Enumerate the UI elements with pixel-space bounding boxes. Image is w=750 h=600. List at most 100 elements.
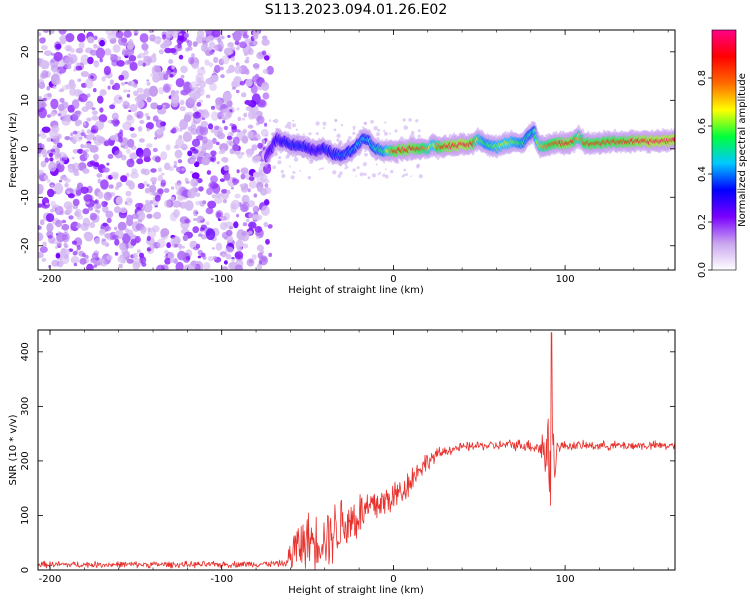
noise-blob — [106, 74, 112, 79]
noise-blob — [106, 162, 110, 166]
noise-blob — [236, 213, 240, 218]
noise-blob — [168, 166, 175, 172]
noise-blob — [251, 144, 258, 151]
noise-blob — [244, 100, 252, 105]
noise-blob — [235, 62, 240, 66]
noise-blob — [83, 231, 93, 240]
noise-blob — [210, 175, 218, 184]
noise-blob — [160, 43, 167, 49]
noise-blob — [241, 194, 250, 205]
noise-blob — [50, 59, 55, 64]
noise-blob — [245, 56, 250, 60]
noise-blob — [113, 82, 121, 91]
noise-blob — [71, 222, 78, 227]
faint-point — [376, 132, 380, 137]
noise-blob — [172, 200, 182, 208]
faint-point — [378, 172, 382, 175]
noise-blob — [67, 193, 75, 199]
noise-blob — [150, 102, 159, 110]
noise-blob — [114, 226, 118, 231]
noise-blob — [49, 127, 59, 140]
noise-blob — [257, 252, 263, 259]
noise-blob — [87, 56, 94, 65]
noise-blob — [132, 83, 138, 88]
noise-blob — [75, 110, 82, 116]
noise-blob — [70, 136, 77, 144]
noise-blob — [244, 38, 252, 44]
noise-blob — [160, 172, 165, 176]
noise-blob — [94, 200, 98, 204]
noise-blob — [144, 112, 149, 117]
noise-blob — [69, 48, 75, 54]
noise-blob — [91, 115, 99, 121]
noise-blob — [146, 235, 151, 242]
noise-blob — [105, 210, 114, 219]
noise-blob — [192, 226, 199, 234]
noise-blob — [252, 32, 259, 40]
faint-point — [383, 129, 386, 132]
faint-point — [355, 175, 358, 177]
noise-blob — [248, 221, 257, 229]
noise-blob — [93, 153, 99, 160]
noise-blob — [156, 40, 161, 45]
faint-point — [377, 128, 381, 132]
noise-blob — [40, 72, 46, 80]
noise-blob — [103, 191, 112, 201]
noise-blob — [42, 97, 47, 102]
faint-point — [320, 167, 322, 170]
noise-blob — [101, 238, 107, 242]
noise-blob — [177, 250, 187, 261]
noise-blob — [137, 60, 144, 67]
noise-blob — [190, 158, 196, 164]
noise-blob — [90, 75, 94, 79]
noise-blob — [156, 128, 164, 135]
noise-blob — [39, 246, 48, 254]
noise-blob — [240, 173, 246, 180]
noise-blob — [143, 49, 149, 56]
noise-blob — [185, 39, 190, 43]
noise-blob — [178, 33, 183, 36]
noise-blob — [162, 34, 167, 40]
noise-blob — [171, 127, 177, 134]
signal-ridge — [263, 121, 675, 168]
noise-blob — [126, 93, 131, 98]
noise-blob — [248, 212, 254, 219]
noise-blob — [147, 227, 157, 239]
noise-blob — [123, 89, 128, 93]
noise-blob — [162, 104, 166, 108]
noise-blob — [99, 39, 105, 47]
noise-blob — [83, 223, 88, 228]
noise-blob — [103, 241, 109, 246]
noise-blob — [107, 154, 114, 159]
noise-blob — [102, 222, 108, 227]
noise-blob — [173, 243, 179, 248]
noise-blob — [129, 104, 138, 112]
noise-blob — [219, 178, 225, 183]
noise-blob — [120, 142, 125, 147]
noise-blob — [128, 55, 137, 62]
noise-blob — [239, 41, 248, 49]
noise-blob — [163, 188, 170, 193]
noise-blob — [137, 182, 145, 190]
noise-blob — [181, 168, 185, 171]
noise-blob — [98, 114, 108, 123]
faint-point — [292, 119, 295, 122]
noise-blob — [80, 71, 89, 78]
noise-blob — [136, 87, 144, 93]
faint-point — [411, 130, 415, 135]
noise-blob — [256, 115, 265, 125]
noise-blob — [56, 78, 62, 85]
snr-x-tick-label: -100 — [210, 574, 233, 585]
noise-blob — [180, 74, 185, 79]
noise-blob — [134, 32, 138, 36]
noise-blob — [264, 183, 269, 188]
noise-blob — [115, 30, 124, 39]
noise-blob — [196, 102, 202, 107]
noise-blob — [196, 125, 205, 136]
noise-blob — [60, 248, 67, 257]
faint-point — [417, 129, 421, 133]
noise-blob — [144, 187, 150, 194]
spectrogram-y-tick-label: 0 — [20, 146, 31, 152]
snr-frame — [37, 329, 676, 571]
noise-blob — [247, 188, 251, 193]
